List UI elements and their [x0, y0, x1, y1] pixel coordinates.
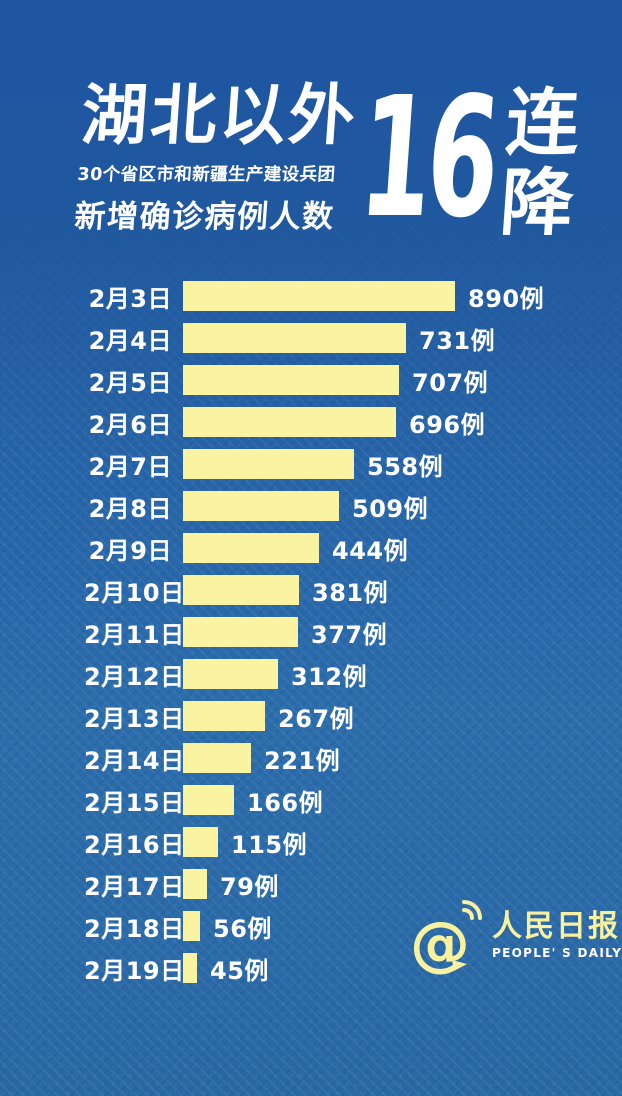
bar-value: 509例	[352, 494, 429, 523]
bar	[183, 575, 299, 605]
header: 湖北以外 30个省区市和新疆生产建设兵团 新增确诊病例人数 16 连降	[73, 62, 583, 255]
bar-value: 166例	[247, 788, 324, 817]
bar-value: 79例	[220, 872, 279, 901]
bar-value: 731例	[419, 326, 496, 355]
bar	[183, 407, 396, 437]
bar-label: 2月16日	[84, 830, 185, 859]
bar-label: 2月8日	[88, 494, 172, 523]
bar	[183, 323, 406, 353]
svg-text:@: @	[410, 909, 470, 978]
bar-chart: 2月3日 890例 2月4日 731例 2月5日 707例 2月6日 696例 2月7日 558例…	[0, 281, 622, 995]
peoples-daily-logo: @ 人民日报 PEOPLE' S DAILY	[410, 898, 622, 978]
bar-label: 2月4日	[88, 326, 172, 355]
poster-subtitle: 30个省区市和新疆生产建设兵团	[76, 164, 337, 185]
chart-row: 2月6日 696例	[84, 407, 622, 439]
chart-row: 2月11日 377例	[84, 617, 622, 649]
logo-text-block: 人民日报 PEOPLE' S DAILY	[492, 910, 622, 960]
bar-value: 444例	[332, 536, 409, 565]
chart-row: 2月13日 267例	[84, 701, 622, 733]
bar-label: 2月14日	[84, 746, 185, 775]
bar	[183, 869, 207, 899]
chart-row: 2月5日 707例	[84, 365, 622, 397]
bar	[183, 533, 319, 563]
chart-row: 2月10日 381例	[84, 575, 622, 607]
bar	[183, 491, 339, 521]
bar-label: 2月6日	[88, 410, 172, 439]
bar-value: 377例	[311, 620, 388, 649]
bar	[183, 659, 278, 689]
bar	[183, 743, 251, 773]
chart-row: 2月15日 166例	[84, 785, 622, 817]
streak-suffix: 连降	[497, 81, 583, 247]
bar-label: 2月9日	[88, 536, 172, 565]
bar-value: 312例	[291, 662, 368, 691]
bar	[183, 449, 354, 479]
bar-value: 558例	[367, 452, 444, 481]
bar-label: 2月17日	[84, 872, 185, 901]
bar-value: 221例	[264, 746, 341, 775]
bar	[183, 785, 234, 815]
bar	[183, 701, 265, 731]
bar-value: 56例	[213, 914, 272, 943]
bar-label: 2月13日	[84, 704, 185, 733]
chart-row: 2月16日 115例	[84, 827, 622, 859]
bar	[183, 281, 455, 311]
chart-row: 2月17日 79例	[84, 869, 622, 901]
bar-value: 696例	[409, 410, 486, 439]
bar-label: 2月11日	[84, 620, 185, 649]
bar	[183, 953, 197, 983]
bar-rows: 2月3日 890例 2月4日 731例 2月5日 707例 2月6日 696例 2月7日 558例…	[84, 281, 622, 985]
bar-value: 381例	[312, 578, 389, 607]
at-sign-logo-icon: @	[410, 900, 482, 978]
bar-label: 2月5日	[88, 368, 172, 397]
title-block: 湖北以外 30个省区市和新疆生产建设兵团 新增确诊病例人数	[73, 77, 361, 236]
bar-value: 890例	[468, 284, 545, 313]
chart-row: 2月18日 56例	[84, 911, 622, 943]
bar-label: 2月3日	[88, 284, 172, 313]
bar-label: 2月10日	[84, 578, 185, 607]
bar	[183, 365, 399, 395]
bar-label: 2月19日	[84, 956, 185, 985]
bar-label: 2月15日	[84, 788, 185, 817]
streak-number: 16	[353, 62, 501, 255]
bar-value: 115例	[231, 830, 308, 859]
chart-row: 2月9日 444例	[84, 533, 622, 565]
chart-row: 2月8日 509例	[84, 491, 622, 523]
logo-chinese-name: 人民日报	[492, 909, 620, 944]
bar-value: 707例	[412, 368, 489, 397]
bar-label: 2月18日	[84, 914, 185, 943]
poster-subtitle-2: 新增确诊病例人数	[73, 198, 336, 235]
bar	[183, 911, 200, 941]
chart-row: 2月19日 45例	[84, 953, 622, 985]
bar	[183, 827, 218, 857]
chart-row: 2月4日 731例	[84, 323, 622, 355]
poster-title: 湖北以外	[78, 77, 361, 154]
logo-english-name: PEOPLE' S DAILY	[492, 946, 622, 960]
bar-value: 267例	[278, 704, 355, 733]
bar-value: 45例	[210, 956, 269, 985]
chart-row: 2月7日 558例	[84, 449, 622, 481]
chart-row: 2月3日 890例	[84, 281, 622, 313]
bar-label: 2月7日	[88, 452, 172, 481]
chart-row: 2月14日 221例	[84, 743, 622, 775]
chart-row: 2月12日 312例	[84, 659, 622, 691]
bar	[183, 617, 298, 647]
bar-label: 2月12日	[84, 662, 185, 691]
